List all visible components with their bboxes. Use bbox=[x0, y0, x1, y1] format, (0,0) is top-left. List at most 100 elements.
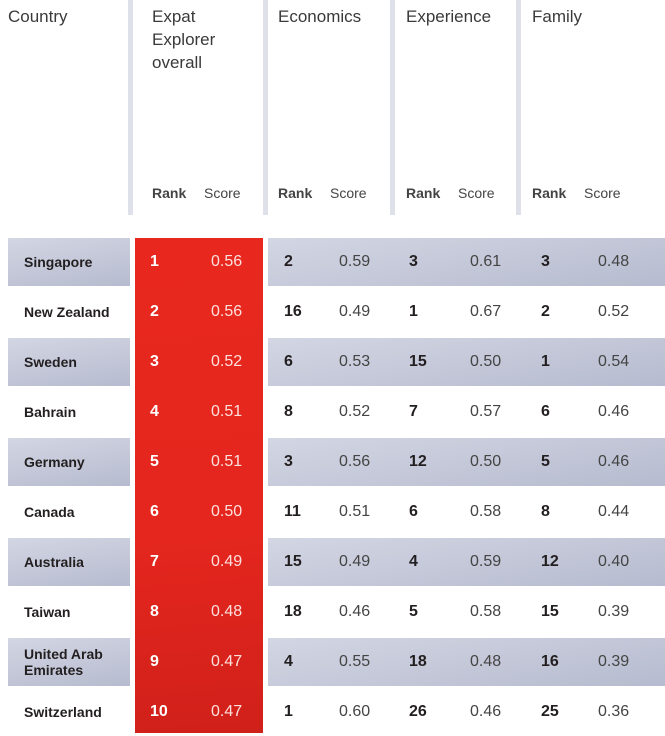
country-name: Switzerland bbox=[24, 704, 102, 720]
header-economics: Economics bbox=[278, 7, 362, 26]
economics-score: 0.52 bbox=[339, 403, 371, 420]
table-row: Germany 5 0.51 3 0.56 12 0.50 5 0.46 bbox=[0, 438, 665, 486]
overall-score: 0.47 bbox=[211, 703, 243, 720]
country-name: Australia bbox=[24, 554, 84, 570]
overall-score: 0.51 bbox=[211, 453, 243, 470]
row-band bbox=[268, 438, 665, 486]
overall-score: 0.56 bbox=[211, 253, 243, 270]
experience-rank: 3 bbox=[409, 253, 418, 270]
economics-score: 0.59 bbox=[339, 253, 371, 270]
family-rank: 3 bbox=[541, 253, 550, 270]
family-rank: 8 bbox=[541, 503, 550, 520]
experience-score: 0.57 bbox=[470, 403, 502, 420]
row-band bbox=[268, 338, 665, 386]
experience-score: 0.50 bbox=[470, 453, 502, 470]
row-band bbox=[8, 338, 130, 386]
header-experience: Experience bbox=[406, 7, 492, 26]
overall-score: 0.56 bbox=[211, 303, 243, 320]
row-band bbox=[8, 638, 130, 686]
family-score: 0.36 bbox=[598, 703, 630, 720]
overall-rank: 5 bbox=[150, 453, 159, 470]
experience-score: 0.61 bbox=[470, 253, 502, 270]
table-row: Canada 6 0.50 11 0.51 6 0.58 8 0.44 bbox=[0, 488, 665, 536]
family-rank: 2 bbox=[541, 303, 550, 320]
overall-rank: 1 bbox=[150, 253, 159, 270]
table-row: Australia 7 0.49 15 0.49 4 0.59 12 0.40 bbox=[0, 538, 665, 586]
family-score: 0.44 bbox=[598, 503, 630, 520]
overall-rank: 2 bbox=[150, 303, 159, 320]
experience-rank: 12 bbox=[409, 453, 427, 470]
experience-score: 0.48 bbox=[470, 653, 502, 670]
experience-rank: 1 bbox=[409, 303, 418, 320]
family-rank: 6 bbox=[541, 403, 550, 420]
economics-rank: 3 bbox=[284, 453, 293, 470]
economics-rank: 2 bbox=[284, 253, 293, 270]
economics-rank: 6 bbox=[284, 353, 293, 370]
experience-rank: 26 bbox=[409, 703, 427, 720]
country-name: United Arab Emirates bbox=[24, 646, 103, 678]
family-score: 0.48 bbox=[598, 253, 630, 270]
economics-rank: 4 bbox=[284, 653, 293, 670]
country-name: Bahrain bbox=[24, 404, 77, 420]
overall-score: 0.48 bbox=[211, 603, 243, 620]
family-rank: 5 bbox=[541, 453, 550, 470]
rank-subheader: Rank bbox=[152, 185, 187, 201]
table-row: United Arab Emirates 9 0.47 4 0.55 18 0.48 1… bbox=[0, 638, 665, 686]
economics-rank: 1 bbox=[284, 703, 293, 720]
table-row: Switzerland 10 0.47 1 0.60 26 0.46 25 0.36 bbox=[0, 688, 665, 736]
score-subheader: Score bbox=[330, 185, 367, 201]
rank-subheader: Rank bbox=[278, 185, 313, 201]
header-country: Country bbox=[8, 7, 68, 26]
economics-score: 0.49 bbox=[339, 553, 371, 570]
experience-score: 0.58 bbox=[470, 603, 502, 620]
family-rank: 16 bbox=[541, 653, 559, 670]
family-rank: 1 bbox=[541, 353, 550, 370]
overall-rank: 8 bbox=[150, 603, 159, 620]
score-subheader: Score bbox=[204, 185, 241, 201]
economics-score: 0.60 bbox=[339, 703, 371, 720]
experience-score: 0.59 bbox=[470, 553, 502, 570]
header-family: Family bbox=[532, 7, 583, 26]
table-row: Taiwan 8 0.48 18 0.46 5 0.58 15 0.39 bbox=[0, 588, 665, 636]
economics-score: 0.46 bbox=[339, 603, 371, 620]
table-row: Sweden 3 0.52 6 0.53 15 0.50 1 0.54 bbox=[0, 338, 665, 386]
experience-rank: 18 bbox=[409, 653, 427, 670]
divider bbox=[516, 0, 521, 215]
rank-subheader: Rank bbox=[406, 185, 441, 201]
economics-rank: 15 bbox=[284, 553, 302, 570]
row-band bbox=[8, 238, 130, 286]
rank-subheader: Rank bbox=[532, 185, 567, 201]
divider bbox=[128, 0, 133, 215]
overall-highlight bbox=[135, 238, 263, 733]
overall-score: 0.50 bbox=[211, 503, 243, 520]
overall-rank: 4 bbox=[150, 403, 159, 420]
economics-score: 0.55 bbox=[339, 653, 371, 670]
score-subheader: Score bbox=[584, 185, 621, 201]
overall-rank: 9 bbox=[150, 653, 159, 670]
row-band bbox=[268, 238, 665, 286]
experience-score: 0.50 bbox=[470, 353, 502, 370]
header-overall: Expat Explorer overall bbox=[152, 7, 216, 72]
family-score: 0.39 bbox=[598, 603, 630, 620]
table-row: Bahrain 4 0.51 8 0.52 7 0.57 6 0.46 bbox=[0, 388, 665, 436]
divider bbox=[263, 0, 268, 215]
experience-score: 0.46 bbox=[470, 703, 502, 720]
experience-rank: 6 bbox=[409, 503, 418, 520]
economics-score: 0.51 bbox=[339, 503, 371, 520]
family-score: 0.54 bbox=[598, 353, 630, 370]
table-row: Singapore 1 0.56 2 0.59 3 0.61 3 0.48 bbox=[0, 238, 665, 286]
economics-score: 0.53 bbox=[339, 353, 371, 370]
economics-rank: 8 bbox=[284, 403, 293, 420]
overall-rank: 6 bbox=[150, 503, 159, 520]
overall-rank: 7 bbox=[150, 553, 159, 570]
experience-rank: 7 bbox=[409, 403, 418, 420]
economics-rank: 11 bbox=[284, 503, 301, 520]
overall-rank: 10 bbox=[150, 703, 168, 720]
family-rank: 15 bbox=[541, 603, 559, 620]
country-name: Taiwan bbox=[24, 604, 71, 620]
family-score: 0.46 bbox=[598, 403, 630, 420]
row-band bbox=[268, 638, 665, 686]
economics-score: 0.56 bbox=[339, 453, 371, 470]
row-band bbox=[8, 538, 130, 586]
family-score: 0.39 bbox=[598, 653, 630, 670]
